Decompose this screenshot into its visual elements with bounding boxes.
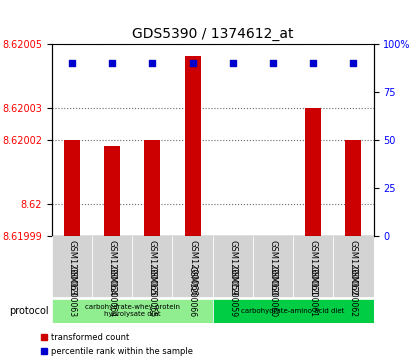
Bar [253, 236, 293, 297]
Text: carbohydrate-amino acid diet: carbohydrate-amino acid diet [242, 308, 345, 314]
Text: GSM1200065: GSM1200065 [148, 240, 157, 296]
Text: GSM1200066: GSM1200066 [188, 240, 197, 296]
Text: GSM1200063: GSM1200063 [68, 266, 76, 317]
Point [109, 60, 115, 66]
Text: protocol: protocol [9, 306, 49, 316]
Bar [345, 140, 361, 236]
Text: carbohydrate-whey protein
hydrolysate diet: carbohydrate-whey protein hydrolysate di… [85, 304, 180, 317]
Bar [305, 107, 321, 236]
Bar [52, 299, 213, 323]
Text: GSM1200065: GSM1200065 [148, 266, 157, 317]
Text: GSM1200059: GSM1200059 [228, 240, 237, 296]
Point [229, 60, 236, 66]
Bar [333, 236, 374, 297]
Bar [144, 140, 161, 236]
Point [310, 60, 317, 66]
Text: GSM1200062: GSM1200062 [349, 266, 358, 317]
Bar [213, 299, 374, 323]
Bar [265, 236, 281, 242]
Text: GSM1200060: GSM1200060 [269, 240, 278, 296]
Bar [173, 236, 213, 297]
Text: GSM1200064: GSM1200064 [107, 240, 117, 296]
Text: GSM1200060: GSM1200060 [269, 266, 278, 317]
Bar [104, 146, 120, 236]
Bar [213, 236, 253, 297]
Text: GSM1200066: GSM1200066 [188, 266, 197, 317]
Bar [185, 56, 200, 236]
Bar [293, 236, 333, 297]
Title: GDS5390 / 1374612_at: GDS5390 / 1374612_at [132, 27, 293, 41]
Point [149, 60, 156, 66]
Bar [64, 140, 80, 236]
Bar [92, 236, 132, 297]
Text: GSM1200063: GSM1200063 [68, 240, 76, 296]
Point [68, 60, 75, 66]
Bar [52, 236, 92, 297]
Point [270, 60, 276, 66]
Text: GSM1200059: GSM1200059 [228, 266, 237, 317]
Text: GSM1200061: GSM1200061 [309, 266, 318, 317]
Text: GSM1200064: GSM1200064 [107, 266, 117, 317]
Bar [132, 236, 173, 297]
Point [189, 60, 196, 66]
Text: GSM1200061: GSM1200061 [309, 240, 318, 296]
Text: GSM1200062: GSM1200062 [349, 240, 358, 296]
Legend: transformed count, percentile rank within the sample: transformed count, percentile rank withi… [37, 330, 196, 359]
Point [350, 60, 357, 66]
